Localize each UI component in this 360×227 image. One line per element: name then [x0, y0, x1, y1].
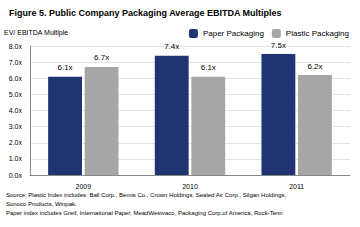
svg-text:6.7x: 6.7x — [94, 53, 109, 62]
svg-text:0.0x: 0.0x — [9, 172, 23, 179]
svg-text:Paper index includes Greif, In: Paper index includes Greif, Internationa… — [6, 210, 283, 216]
svg-text:8.0x: 8.0x — [9, 43, 23, 50]
svg-text:Sonoco Products, Winpak.: Sonoco Products, Winpak. — [6, 201, 77, 207]
svg-text:7.0x: 7.0x — [9, 59, 23, 66]
svg-text:5.0x: 5.0x — [9, 91, 23, 98]
svg-text:4.0x: 4.0x — [9, 107, 23, 114]
svg-text:2011: 2011 — [289, 183, 304, 190]
svg-text:3.0x: 3.0x — [9, 123, 23, 130]
svg-text:2.0x: 2.0x — [9, 139, 23, 146]
svg-text:2010: 2010 — [182, 183, 198, 190]
svg-text:Source: Plastic Index includes: Source: Plastic Index includes: Ball Cor… — [6, 192, 286, 198]
svg-text:2009: 2009 — [76, 183, 92, 190]
svg-text:Plastic Packaging: Plastic Packaging — [286, 29, 349, 38]
svg-text:6.1x: 6.1x — [57, 63, 72, 72]
svg-text:1.0x: 1.0x — [9, 155, 23, 162]
svg-text:Figure 5. Public Company Packa: Figure 5. Public Company Packaging Avera… — [9, 8, 282, 18]
svg-text:7.4x: 7.4x — [164, 42, 179, 51]
svg-text:EV/ EBITDA Multiple: EV/ EBITDA Multiple — [4, 29, 68, 37]
svg-text:6.1x: 6.1x — [201, 63, 216, 72]
svg-text:6.0x: 6.0x — [9, 75, 23, 82]
svg-text:6.2x: 6.2x — [307, 62, 322, 71]
svg-text:7.5x: 7.5x — [271, 41, 286, 50]
svg-text:Paper Packaging: Paper Packaging — [203, 29, 264, 38]
